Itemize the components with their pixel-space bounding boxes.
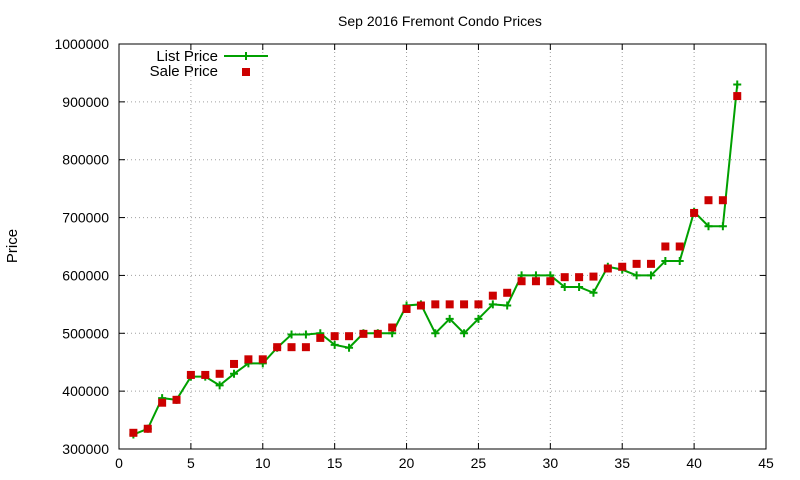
sale-price-point <box>215 369 224 378</box>
list-price-point <box>230 369 239 378</box>
x-tick-label: 35 <box>614 455 630 471</box>
list-price-point <box>675 256 684 265</box>
list-price-point <box>474 314 483 323</box>
sale-price-point <box>316 333 325 342</box>
list-price-point <box>560 283 569 291</box>
sale-price-point <box>646 259 655 268</box>
legend-marker-sale-price <box>242 68 250 76</box>
sale-price-point <box>287 343 296 352</box>
sale-price-point <box>546 277 555 286</box>
y-tick-label: 900000 <box>62 94 109 110</box>
list-price-point <box>661 256 670 265</box>
sale-price-point <box>445 300 454 309</box>
sale-price-point <box>704 196 713 205</box>
axis-ticks <box>118 43 767 450</box>
x-tick-label: 40 <box>686 455 702 471</box>
y-tick-label: 400000 <box>62 383 109 399</box>
sale-price-point <box>690 208 699 217</box>
plot-frame <box>118 43 767 450</box>
x-tick-label: 15 <box>327 455 343 471</box>
sale-price-point <box>273 343 282 352</box>
legend: List Price Sale Price <box>150 48 268 80</box>
sale-price-point <box>172 395 181 404</box>
list-price-point <box>287 330 296 339</box>
x-axis-tick-labels: 0 5 10 15 20 25 30 35 40 45 <box>115 455 774 471</box>
sale-price-point <box>388 323 397 332</box>
y-tick-label: 700000 <box>62 210 109 226</box>
list-price-point <box>589 288 598 297</box>
x-tick-label: 45 <box>758 455 774 471</box>
list-price-point <box>330 340 339 349</box>
sale-price-point <box>301 343 310 352</box>
sale-price-point <box>531 277 540 286</box>
list-price-point <box>503 301 512 310</box>
sale-price-point <box>661 242 670 251</box>
y-tick-label: 1000000 <box>54 36 109 52</box>
sale-price-point <box>603 264 612 273</box>
legend-label-list-price: List Price <box>156 48 218 65</box>
list-price-point <box>215 381 224 390</box>
y-tick-label: 500000 <box>62 325 109 341</box>
sale-price-point <box>560 273 569 282</box>
sale-price-point <box>488 291 497 300</box>
list-price-point <box>488 300 497 309</box>
y-tick-label: 300000 <box>62 441 109 457</box>
chart-title: Sep 2016 Fremont Condo Prices <box>338 13 542 29</box>
y-tick-label: 600000 <box>62 267 109 283</box>
list-price-point <box>646 271 655 280</box>
sale-price-point <box>258 355 267 364</box>
sale-price-point <box>129 428 138 437</box>
sale-price-point <box>517 277 526 286</box>
sale-price-point <box>345 332 354 341</box>
list-price-point <box>460 329 469 338</box>
sale-price-point <box>402 304 411 313</box>
sale-price-point <box>618 262 627 271</box>
x-tick-label: 30 <box>543 455 559 471</box>
sale-price-point <box>460 300 469 309</box>
sale-price-point <box>503 288 512 297</box>
x-tick-label: 25 <box>471 455 487 471</box>
sale-price-point <box>416 301 425 310</box>
list-price-point <box>632 271 641 280</box>
sale-price-point <box>632 259 641 268</box>
list-price-point <box>345 343 354 352</box>
y-axis-label: Price <box>4 229 21 263</box>
sale-price-point <box>373 329 382 338</box>
legend-marker-list-price <box>242 52 250 60</box>
x-tick-label: 20 <box>399 455 415 471</box>
sale-price-point <box>675 242 684 251</box>
list-price-point <box>704 222 713 231</box>
list-price-point <box>733 80 742 89</box>
legend-label-sale-price: Sale Price <box>150 63 218 80</box>
sale-price-point <box>589 272 598 281</box>
x-tick-label: 0 <box>115 455 123 471</box>
sale-price-point <box>244 355 253 364</box>
sale-price-point <box>718 196 727 205</box>
sale-price-point <box>186 370 195 379</box>
sale-price-point <box>733 92 742 101</box>
sale-price-point <box>201 370 210 379</box>
y-tick-label: 800000 <box>62 152 109 168</box>
x-tick-label: 10 <box>255 455 271 471</box>
list-price-point <box>301 330 310 339</box>
sale-price-point <box>330 332 339 341</box>
sale-price-point <box>575 273 584 282</box>
list-price-point <box>718 222 727 231</box>
y-axis-tick-labels: 300000 400000 500000 600000 700000 800000 9000… <box>54 36 109 457</box>
sale-price-point <box>143 424 152 433</box>
list-price-point <box>431 329 440 338</box>
sale-price-point <box>359 329 368 338</box>
sale-price-point <box>230 359 239 368</box>
sale-price-point <box>474 300 483 309</box>
sale-price-point <box>158 398 167 407</box>
list-price-point <box>445 314 454 323</box>
sale-price-point <box>431 300 440 309</box>
series-area <box>129 80 742 439</box>
list-price-point <box>575 283 584 291</box>
x-tick-label: 5 <box>187 455 195 471</box>
